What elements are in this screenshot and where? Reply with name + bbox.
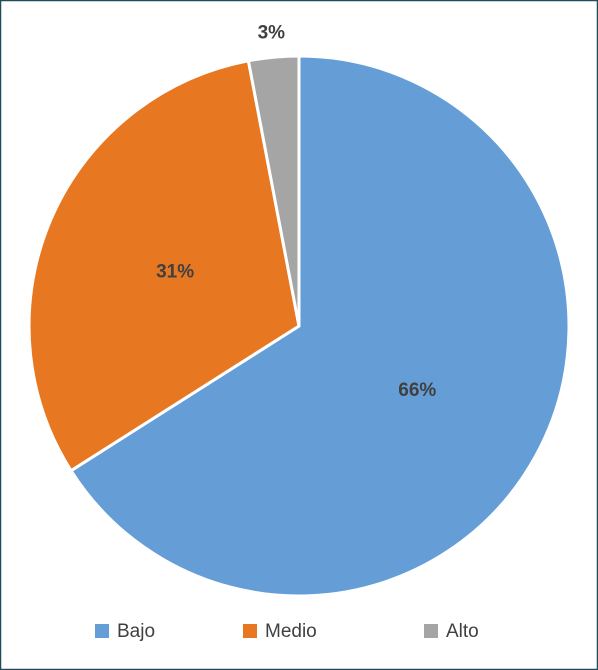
pie-slice [68, 54, 571, 598]
pie-slice [246, 54, 301, 327]
legend-label: Medio [265, 621, 317, 642]
pie-slice [27, 59, 301, 473]
legend-swatch [95, 624, 109, 638]
legend-swatch [243, 624, 257, 638]
legend-label: Bajo [117, 621, 155, 642]
data-label: 31% [156, 261, 194, 282]
legend-swatch [424, 624, 438, 638]
data-label: 3% [258, 22, 286, 43]
data-label: 66% [398, 380, 436, 401]
legend-label: Alto [446, 621, 479, 642]
